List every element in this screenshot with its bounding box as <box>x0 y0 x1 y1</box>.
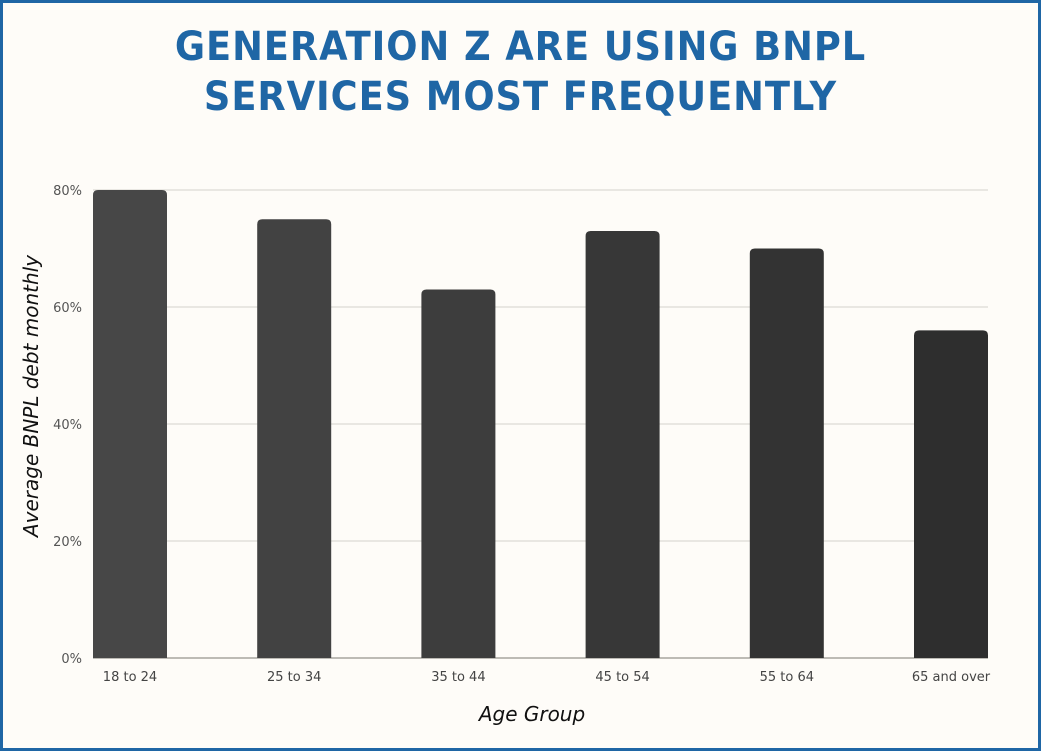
y-tick-label: 60% <box>53 301 82 316</box>
x-tick-label: 18 to 24 <box>103 670 157 685</box>
x-tick-label: 55 to 64 <box>760 670 814 685</box>
y-tick-label: 20% <box>53 535 82 550</box>
x-tick-label: 65 and over <box>912 670 991 685</box>
bar <box>585 230 660 658</box>
title-line-2: SERVICES MOST FREQUENTLY <box>203 74 838 120</box>
bar <box>257 219 332 658</box>
bars <box>93 190 988 658</box>
title-line-1: GENERATION Z ARE USING BNPL <box>174 24 867 70</box>
x-tick-label: 45 to 54 <box>595 670 649 685</box>
bar <box>421 289 496 658</box>
y-tick-labels: 0% 20% 40% 60% 80% <box>53 184 82 667</box>
y-tick-label: 80% <box>53 184 82 199</box>
x-axis-title: Age Group <box>477 702 585 726</box>
x-tick-labels: 18 to 24 25 to 34 35 to 44 45 to 54 55 to 64… <box>103 670 991 685</box>
x-tick-label: 35 to 44 <box>431 670 485 685</box>
chart-title: GENERATION Z ARE USING BNPL SERVICES MOS… <box>42 22 1000 122</box>
bar <box>914 330 988 658</box>
y-axis-title: Average BNPL debt monthly <box>19 254 43 539</box>
y-tick-label: 0% <box>61 652 82 667</box>
gridlines <box>93 189 988 659</box>
bar <box>749 248 824 658</box>
y-tick-label: 40% <box>53 418 82 433</box>
x-tick-label: 25 to 34 <box>267 670 321 685</box>
bar <box>93 190 167 658</box>
